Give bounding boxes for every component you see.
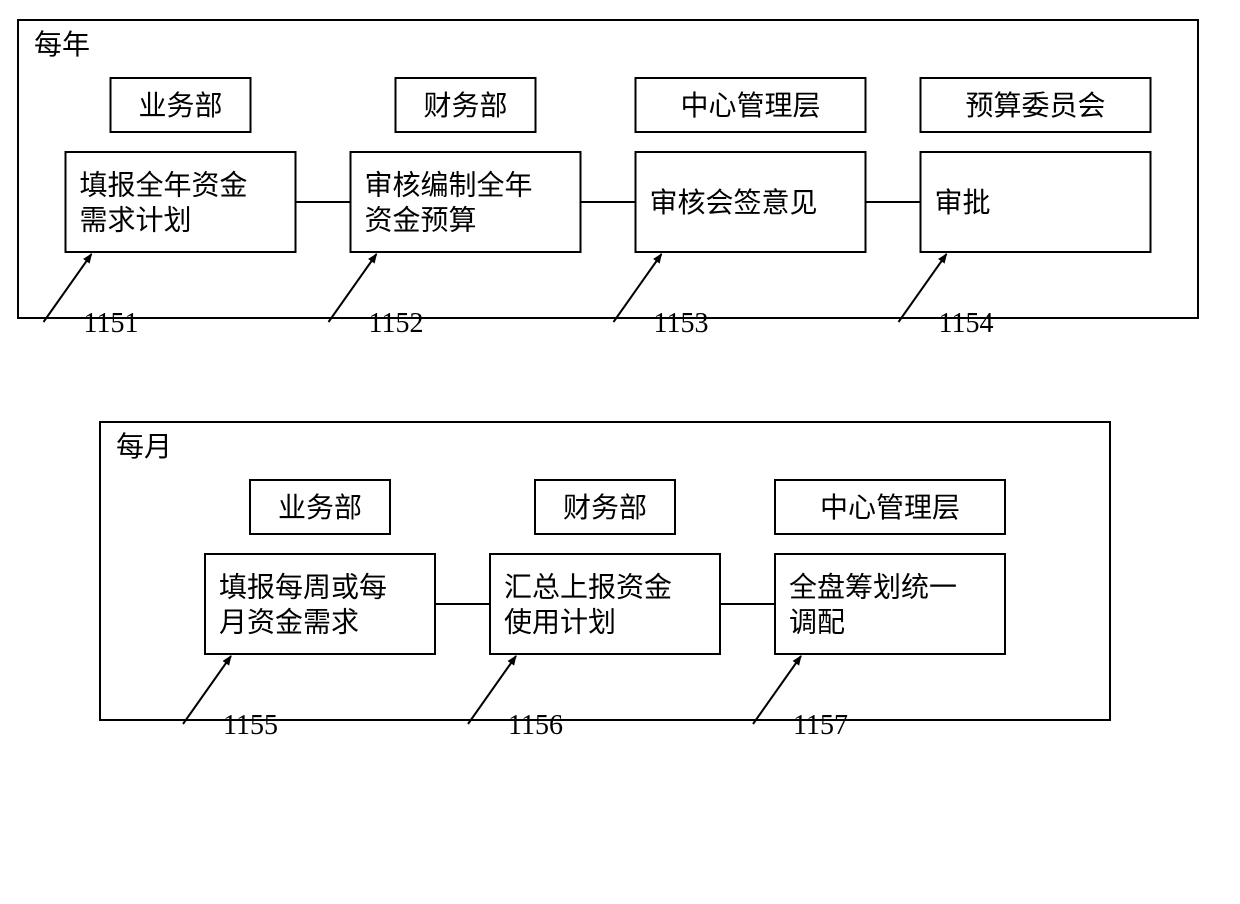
process-label: 填报全年资金需求计划 (80, 170, 248, 237)
process-label: 汇总上报资金使用计划 (504, 572, 672, 639)
panel-title: 每年 (34, 29, 90, 61)
panel-frame (100, 422, 1110, 720)
ref-number: 1155 (223, 710, 278, 741)
panel-annual: 每年业务部填报全年资金需求计划 财务部审核编制全年资金预算 中心管理层审核会签意见 预… (18, 20, 1198, 339)
process-label: 审核编制全年资金预算 (365, 170, 533, 237)
process-box (490, 554, 720, 654)
ref-number: 1154 (939, 308, 994, 339)
process-box (205, 554, 435, 654)
header-label: 财务部 (563, 492, 647, 524)
panel-title: 每月 (116, 431, 172, 463)
header-label: 业务部 (138, 90, 222, 122)
process-label: 全盘筹划统一调配 (789, 572, 957, 639)
header-label: 中心管理层 (820, 492, 960, 524)
process-label: 审批 (935, 187, 991, 219)
header-label: 中心管理层 (680, 90, 820, 122)
process-box (66, 152, 296, 252)
panel-frame (18, 20, 1198, 318)
ref-number: 1152 (369, 308, 424, 339)
panel-monthly: 每月业务部填报每周或每月资金需求 财务部汇总上报资金使用计划 中心管理层全盘筹划统一… (100, 422, 1110, 741)
ref-number: 1151 (84, 308, 139, 339)
process-box (351, 152, 581, 252)
ref-number: 1153 (654, 308, 709, 339)
diagram-canvas: 每年业务部填报全年资金需求计划财务部审核编制全年资金预算中心管理层审核会签意见预… (0, 0, 1240, 904)
header-label: 预算委员会 (965, 90, 1105, 122)
process-box (775, 554, 1005, 654)
ref-number: 1157 (793, 710, 848, 741)
header-label: 业务部 (278, 492, 362, 524)
header-label: 财务部 (423, 90, 507, 122)
ref-number: 1156 (508, 710, 563, 741)
process-label: 审核会签意见 (650, 187, 818, 219)
process-label: 填报每周或每月资金需求 (219, 572, 387, 639)
